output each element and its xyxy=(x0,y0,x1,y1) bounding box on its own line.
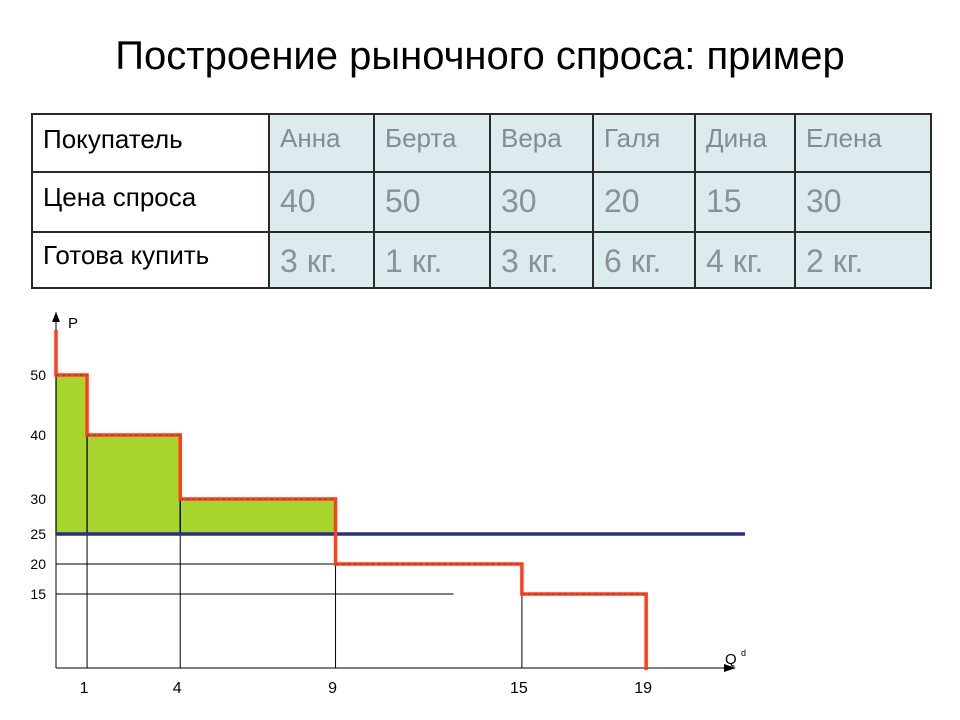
cell-buyer: Елена xyxy=(794,113,932,173)
cell-buyer: Анна xyxy=(268,113,375,173)
cell-demand-price: 30 xyxy=(794,171,932,233)
cell-quantity: 1 кг. xyxy=(373,231,491,289)
cell-quantity: 3 кг. xyxy=(268,231,375,289)
y-tick-label: 40 xyxy=(30,427,46,443)
cell-demand-price: 15 xyxy=(694,171,796,233)
surplus-bar xyxy=(55,374,88,535)
cell-demand-price: 20 xyxy=(592,171,696,233)
cell-demand-price: 40 xyxy=(268,171,375,233)
x-tick-label: 15 xyxy=(510,680,528,697)
demand-chart: 50 40 30 25 20 15 1 4 9 15 19 P Q d xyxy=(30,312,746,697)
slide-title: Построение рыночного спроса: пример xyxy=(115,34,845,78)
y-tick-label: 50 xyxy=(30,367,46,383)
row-label-buyer: Покупатель xyxy=(31,113,270,173)
table-row-demand-price: Цена спроса 40 50 30 20 15 30 xyxy=(31,171,932,233)
y-tick-label: 15 xyxy=(30,586,46,602)
table-row-quantity: Готова купить 3 кг. 1 кг. 3 кг. 6 кг. 4 … xyxy=(31,231,932,289)
x-tick-label: 9 xyxy=(328,680,337,697)
x-tick-label: 19 xyxy=(634,680,652,697)
cell-quantity: 6 кг. xyxy=(592,231,696,289)
row-label-demand-price: Цена спроса xyxy=(31,171,270,233)
cell-demand-price: 30 xyxy=(489,171,594,233)
cell-quantity: 3 кг. xyxy=(489,231,594,289)
cell-buyer: Берта xyxy=(373,113,491,173)
y-tick-label: 30 xyxy=(30,491,46,507)
y-axis-arrow xyxy=(52,312,60,322)
x-axis-label-sup: d xyxy=(741,648,746,658)
x-tick-label: 1 xyxy=(80,680,89,697)
x-tick-label: 4 xyxy=(173,680,182,697)
row-label-quantity: Готова купить xyxy=(31,231,270,289)
cell-demand-price: 50 xyxy=(373,171,491,233)
table-row-buyer: Покупатель Анна Берта Вера Галя Дина Еле… xyxy=(31,113,932,173)
cell-quantity: 4 кг. xyxy=(694,231,796,289)
cell-buyer: Галя xyxy=(592,113,696,173)
surplus-bar xyxy=(86,434,181,535)
x-axis-label: Q xyxy=(725,651,737,668)
y-axis-label: P xyxy=(68,315,78,332)
demand-table: Покупатель Анна Берта Вера Галя Дина Еле… xyxy=(31,113,932,289)
y-tick-label: 20 xyxy=(30,556,46,572)
surplus-bar xyxy=(179,498,337,535)
x-axis-arrow xyxy=(724,664,736,672)
cell-quantity: 2 кг. xyxy=(794,231,932,289)
cell-buyer: Вера xyxy=(489,113,594,173)
cell-buyer: Дина xyxy=(694,113,796,173)
y-tick-label: 25 xyxy=(30,526,46,542)
